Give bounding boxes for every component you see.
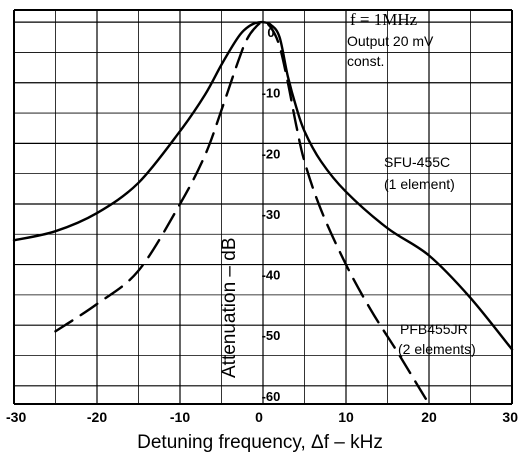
x-axis-title: Detuning frequency, Δf – kHz: [137, 432, 383, 453]
series-line-sfu455c: [12, 20, 514, 351]
y-tick-label: -60: [262, 389, 281, 404]
condition-output: Output 20 mV: [347, 33, 434, 49]
y-axis-title: Attenuation – dB: [219, 238, 240, 379]
x-tick-labels: -30 -20 -10 0 10 20 30: [6, 409, 518, 425]
x-tick-label: 30: [502, 409, 518, 425]
series-label-pfb455jr: PFB455JR: [400, 321, 468, 337]
series-note-sfu455c: (1 element): [384, 176, 455, 192]
condition-const: const.: [347, 53, 384, 69]
y-tick-label: -40: [262, 268, 281, 283]
x-tick-label: -10: [170, 409, 190, 425]
x-tick-label: 10: [338, 409, 354, 425]
y-tick-label: -30: [262, 207, 281, 222]
series-note-pfb455jr: (2 elements): [398, 341, 476, 357]
x-tick-label: 20: [421, 409, 437, 425]
x-tick-label: -30: [6, 409, 26, 425]
series-layer: [12, 20, 514, 406]
condition-frequency: f = 1MHz: [350, 10, 418, 29]
x-tick-label: 0: [255, 409, 263, 425]
y-tick-label: -20: [262, 146, 281, 161]
series-label-sfu455c: SFU-455C: [384, 154, 450, 170]
y-tick-label: -50: [262, 328, 281, 343]
y-tick-label: -10: [262, 86, 281, 101]
y-tick-label: 0: [267, 25, 274, 40]
series-line-pfb455jr: [54, 20, 431, 406]
y-tick-labels: 0 -10 -20 -30 -40 -50 -60: [262, 25, 281, 404]
x-tick-label: -20: [87, 409, 107, 425]
